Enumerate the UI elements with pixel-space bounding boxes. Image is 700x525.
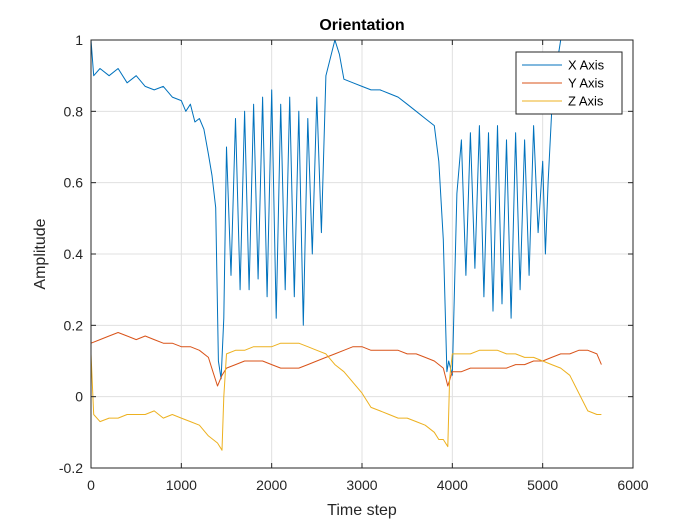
x-tick-label: 3000 [346,477,377,493]
y-tick-label: 1 [75,32,83,48]
x-tick-label: 0 [87,477,95,493]
y-tick-label: 0.6 [64,175,84,191]
series-line-y-axis [90,332,602,387]
legend-label: X Axis [568,58,605,73]
x-tick-label: 1000 [166,477,197,493]
x-tick-label: 2000 [256,477,287,493]
chart-title: Orientation [319,17,404,34]
series-line-z-axis [90,342,602,451]
ticks: 0 1000 2000 3000 4000 5000 6000-0.200.20.40.60… [59,32,649,493]
legend-label: Y Axis [568,76,604,91]
y-tick-label: 0.2 [64,317,84,333]
series-layer [90,39,602,451]
series-line-x-axis [90,39,562,380]
y-tick-label: 0.4 [64,246,84,262]
x-tick-label: 5000 [527,477,558,493]
y-tick-label: 0 [75,389,83,405]
y-tick-label: -0.2 [59,460,83,476]
y-tick-label: 0.8 [64,103,84,119]
legend: X Axis Y Axis Z Axis [515,51,623,115]
legend-label: Z Axis [568,94,604,109]
x-tick-label: 6000 [617,477,648,493]
y-axis-title: Amplitude [32,218,49,289]
x-axis-title: Time step [327,502,397,519]
x-tick-label: 4000 [437,477,468,493]
